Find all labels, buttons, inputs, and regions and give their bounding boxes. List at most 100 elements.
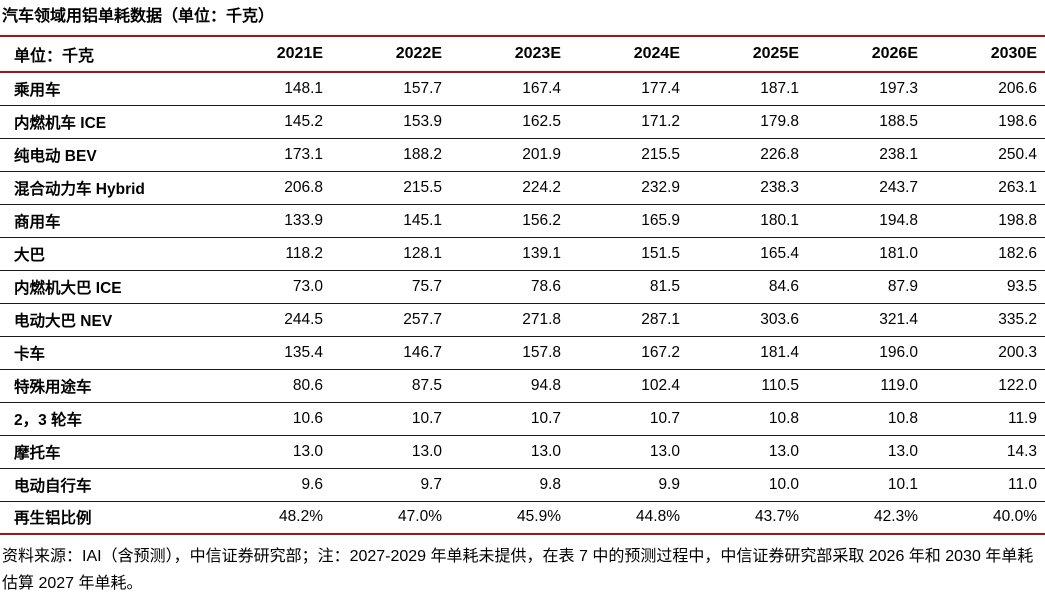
value-cell: 78.6: [530, 277, 561, 295]
value-cell: 13.0: [649, 442, 680, 460]
value-cell: 232.9: [641, 178, 680, 196]
table-row: 内燃机车 ICE 145.2 153.9 162.5 171.2 179.8 188.5 19…: [0, 105, 1045, 138]
row-label: 特殊用途车: [14, 378, 92, 396]
row-label: 商用车: [14, 213, 61, 231]
value-cell: 13.0: [530, 442, 561, 460]
value-cell: 187.1: [760, 79, 799, 97]
value-cell: 335.2: [998, 310, 1037, 328]
aluminum-unit-consumption-table: 单位：千克 2021E 2022E 2023E 2024E 2025E 2026E 2030E…: [0, 35, 1045, 535]
value-cell: 198.8: [998, 211, 1037, 229]
row-label: 混合动力车 Hybrid: [14, 180, 145, 198]
value-cell: 257.7: [403, 310, 442, 328]
value-cell: 45.9%: [517, 508, 561, 526]
value-cell: 321.4: [879, 310, 918, 328]
value-cell: 145.2: [284, 112, 323, 130]
row-label: 大巴: [14, 246, 46, 264]
value-cell: 87.9: [887, 277, 918, 295]
value-cell: 182.6: [998, 244, 1037, 262]
value-cell: 13.0: [411, 442, 442, 460]
value-cell: 303.6: [760, 310, 799, 328]
table-row: 特殊用途车 80.6 87.5 94.8 102.4 110.5 119.0 122.0: [0, 369, 1045, 402]
table-row: 再生铝比例 48.2% 47.0% 45.9% 44.8% 43.7% 42.3% 40.0%: [0, 501, 1045, 534]
value-cell: 197.3: [879, 79, 918, 97]
value-cell: 200.3: [998, 343, 1037, 361]
value-cell: 47.0%: [398, 508, 442, 526]
value-cell: 13.0: [292, 442, 323, 460]
value-cell: 10.8: [768, 409, 799, 427]
value-cell: 44.8%: [636, 508, 680, 526]
value-cell: 148.1: [284, 79, 323, 97]
source-footnote: 资料来源：IAI（含预测），中信证券研究部；注：2027-2029 年单耗未提供…: [2, 548, 1034, 592]
value-cell: 94.8: [530, 376, 561, 394]
table-row: 乘用车 148.1 157.7 167.4 177.4 187.1 197.3 206.6: [0, 72, 1045, 105]
value-cell: 13.0: [887, 442, 918, 460]
table-row: 混合动力车 Hybrid 206.8 215.5 224.2 232.9 238.3 243…: [0, 171, 1045, 204]
value-cell: 180.1: [760, 211, 799, 229]
header-year-2021E: 2021E: [212, 36, 331, 73]
value-cell: 135.4: [284, 343, 323, 361]
table-row: 内燃机大巴 ICE 73.0 75.7 78.6 81.5 84.6 87.9 93.5: [0, 270, 1045, 303]
table-row: 摩托车 13.0 13.0 13.0 13.0 13.0 13.0 14.3: [0, 435, 1045, 468]
value-cell: 84.6: [768, 277, 799, 295]
value-cell: 165.9: [641, 211, 680, 229]
value-cell: 9.8: [539, 475, 561, 493]
value-cell: 93.5: [1006, 277, 1037, 295]
value-cell: 139.1: [522, 244, 561, 262]
row-label: 2，3 轮车: [14, 411, 83, 429]
value-cell: 14.3: [1006, 442, 1037, 460]
value-cell: 128.1: [403, 244, 442, 262]
value-cell: 119.0: [880, 376, 918, 394]
value-cell: 122.0: [998, 376, 1037, 394]
value-cell: 177.4: [641, 79, 680, 97]
value-cell: 201.9: [522, 145, 561, 163]
value-cell: 48.2%: [279, 508, 323, 526]
row-label: 纯电动 BEV: [14, 147, 97, 165]
value-cell: 194.8: [879, 211, 918, 229]
value-cell: 87.5: [411, 376, 442, 394]
value-cell: 250.4: [998, 145, 1037, 163]
header-year-2022E: 2022E: [331, 36, 450, 73]
value-cell: 167.2: [641, 343, 680, 361]
value-cell: 271.8: [522, 310, 561, 328]
header-unit-label: 单位：千克: [0, 36, 212, 73]
header-year-2023E: 2023E: [450, 36, 569, 73]
table-row: 大巴 118.2 128.1 139.1 151.5 165.4 181.0 182.6: [0, 237, 1045, 270]
value-cell: 263.1: [998, 178, 1037, 196]
value-cell: 173.1: [284, 145, 323, 163]
value-cell: 171.2: [641, 112, 680, 130]
value-cell: 73.0: [292, 277, 323, 295]
header-year-2024E: 2024E: [569, 36, 688, 73]
value-cell: 145.1: [403, 211, 442, 229]
value-cell: 206.6: [998, 79, 1037, 97]
value-cell: 179.8: [760, 112, 799, 130]
value-cell: 243.7: [879, 178, 918, 196]
value-cell: 215.5: [403, 178, 442, 196]
value-cell: 102.4: [641, 376, 680, 394]
table-body: 乘用车 148.1 157.7 167.4 177.4 187.1 197.3 206.6 内燃…: [0, 72, 1045, 534]
value-cell: 181.4: [760, 343, 799, 361]
value-cell: 198.6: [998, 112, 1037, 130]
value-cell: 224.2: [522, 178, 561, 196]
table-header-row: 单位：千克 2021E 2022E 2023E 2024E 2025E 2026E 2030E: [0, 36, 1045, 73]
value-cell: 81.5: [649, 277, 680, 295]
value-cell: 9.9: [658, 475, 680, 493]
value-cell: 215.5: [641, 145, 680, 163]
table-row: 电动大巴 NEV 244.5 257.7 271.8 287.1 303.6 321.4 33…: [0, 303, 1045, 336]
table-row: 电动自行车 9.6 9.7 9.8 9.9 10.0 10.1 11.0: [0, 468, 1045, 501]
value-cell: 9.6: [301, 475, 323, 493]
row-label: 电动自行车: [14, 477, 92, 495]
value-cell: 10.7: [411, 409, 442, 427]
value-cell: 10.8: [887, 409, 918, 427]
row-label: 内燃机车 ICE: [14, 114, 107, 132]
table-row: 纯电动 BEV 173.1 188.2 201.9 215.5 226.8 238.1 250…: [0, 138, 1045, 171]
value-cell: 133.9: [284, 211, 323, 229]
row-label: 再生铝比例: [14, 510, 92, 528]
row-label: 摩托车: [14, 444, 61, 462]
value-cell: 11.9: [1007, 409, 1037, 427]
value-cell: 13.0: [768, 442, 799, 460]
value-cell: 238.1: [879, 145, 918, 163]
value-cell: 287.1: [641, 310, 680, 328]
value-cell: 118.2: [285, 244, 323, 262]
value-cell: 206.8: [284, 178, 323, 196]
